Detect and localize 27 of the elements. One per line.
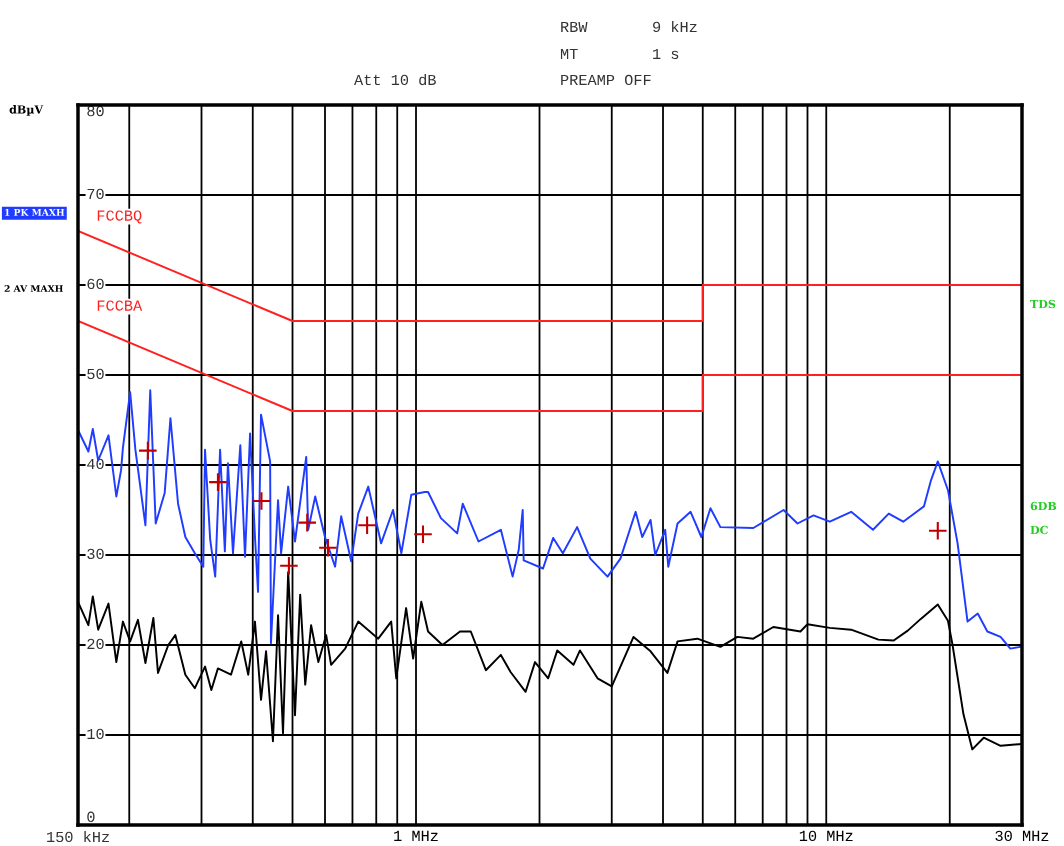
y-axis-title: dBµV [9,105,44,116]
text: PREAMP OFF [561,74,651,86]
text: RBW [561,21,588,32]
text: 9 kHz [653,20,697,33]
text: 1 s [653,48,679,60]
text: Att 10 dB [354,73,436,86]
y-tick-label: 40 [87,458,104,470]
y-tick-label: 80 [87,105,104,117]
y-tick-label: 30 [87,548,104,560]
x-tick-label: 1 MHz [394,830,438,841]
x-tick-label: 10 MHz [799,830,853,842]
y-tick-label: 20 [87,638,104,650]
y-tick-label: 50 [87,368,104,380]
series-label: FCCBQ [97,210,142,224]
text: 6DB [1030,501,1057,511]
text: TDS [1030,299,1056,309]
text: DC [1030,525,1048,535]
y-tick-label: 70 [87,188,104,200]
y-tick-label: 10 [87,728,104,740]
text: 150 kHz [47,830,109,843]
y-tick-label: 0 [87,811,95,822]
text: MT [560,48,578,59]
x-tick-label: 30 MHz [995,830,1049,842]
text: 2 AV MAXH [4,285,63,292]
y-tick-label: 60 [87,278,104,290]
series-label: FCCBA [97,300,143,311]
text: 1 PK MAXH [5,208,65,216]
